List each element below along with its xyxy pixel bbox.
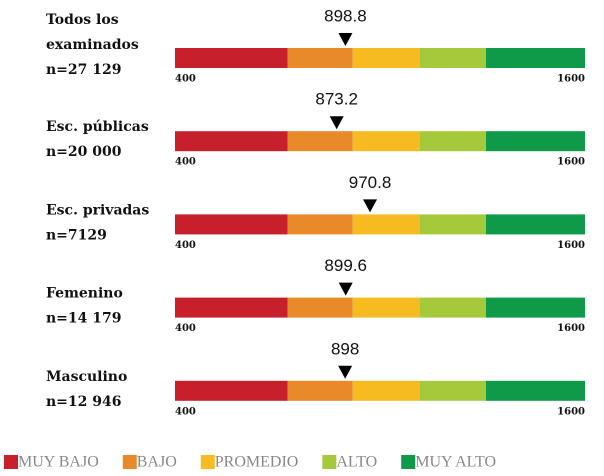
group-label: Esc. privadas <box>46 202 149 218</box>
legend-label: BAJO <box>137 454 177 471</box>
x-tick-label: 1600 <box>557 323 585 334</box>
x-tick-label: 400 <box>175 74 196 85</box>
band-segment <box>352 48 420 68</box>
marker <box>363 199 378 213</box>
band-segment <box>419 214 486 235</box>
group-label: Masculino <box>46 369 127 385</box>
band-segment <box>287 131 353 152</box>
group-label: Esc. públicas <box>46 119 149 135</box>
band-segment <box>175 297 288 318</box>
band-segment <box>287 380 353 401</box>
band-segment <box>287 297 353 318</box>
band-segment <box>175 214 288 235</box>
band-segment <box>352 214 420 235</box>
legend-swatch <box>4 455 18 469</box>
group-label: Femenino <box>46 286 123 302</box>
legend-label: ALTO <box>336 454 377 471</box>
band-segment <box>287 48 353 68</box>
band-segment <box>175 131 288 152</box>
marker <box>338 282 353 296</box>
legend-swatch <box>200 455 215 469</box>
value-label: 970.8 <box>349 173 392 192</box>
x-tick-label: 400 <box>175 323 196 334</box>
marker <box>338 33 353 46</box>
legend-label: MUY ALTO <box>415 454 496 471</box>
band-segment <box>419 297 486 318</box>
band-segment <box>485 380 585 401</box>
group-label: n=14 179 <box>46 311 122 327</box>
band-segment <box>419 131 486 152</box>
x-tick-label: 400 <box>175 406 196 417</box>
x-tick-label: 1600 <box>557 74 585 85</box>
marker <box>338 365 353 379</box>
x-tick-label: 400 <box>175 240 196 251</box>
band-segment <box>419 380 486 401</box>
group-label: n=12 946 <box>46 394 122 410</box>
x-tick-label: 1600 <box>557 406 585 417</box>
band-segment <box>352 297 420 318</box>
legend-label: MUY BAJO <box>18 454 99 471</box>
band-segment <box>485 214 585 235</box>
legend-swatch <box>322 455 337 469</box>
band-segment <box>175 48 288 68</box>
x-tick-label: 400 <box>175 157 196 168</box>
group-label: Todos los <box>46 12 119 28</box>
band-segment <box>485 48 585 68</box>
x-tick-label: 1600 <box>557 240 585 251</box>
marker <box>329 116 344 130</box>
band-segment <box>352 131 420 152</box>
band-segment <box>175 380 288 401</box>
band-segment <box>419 48 486 68</box>
legend-swatch <box>122 455 137 469</box>
value-label: 899.6 <box>324 256 367 275</box>
x-tick-label: 1600 <box>557 157 585 168</box>
band-segment <box>287 214 353 235</box>
band-segment <box>485 131 585 152</box>
band-segment <box>352 380 420 401</box>
value-label: 873.2 <box>315 90 358 109</box>
band-segment <box>485 297 585 318</box>
legend-swatch <box>401 455 416 469</box>
value-label: 898.8 <box>324 6 367 25</box>
group-label: n=7129 <box>46 227 107 243</box>
value-label: 898 <box>331 339 359 358</box>
group-label: n=27 129 <box>46 62 122 78</box>
group-label: examinados <box>46 37 139 53</box>
group-label: n=20 000 <box>46 144 122 160</box>
legend-label: PROMEDIO <box>215 454 299 471</box>
